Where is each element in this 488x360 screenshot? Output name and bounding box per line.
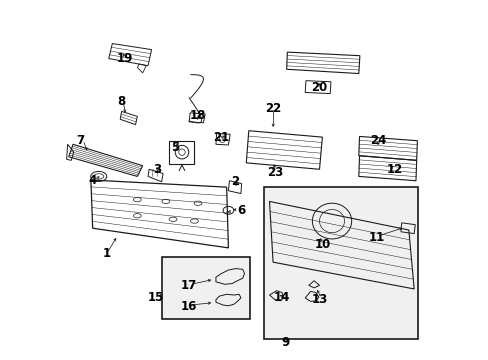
Text: 24: 24 xyxy=(369,134,386,147)
Text: 23: 23 xyxy=(266,166,283,179)
Text: 1: 1 xyxy=(102,247,111,260)
Text: 9: 9 xyxy=(281,336,289,349)
Bar xyxy=(162,257,249,319)
Text: 20: 20 xyxy=(311,81,327,94)
Bar xyxy=(264,187,417,339)
Text: 4: 4 xyxy=(88,174,97,186)
Text: 16: 16 xyxy=(181,300,197,312)
Text: 5: 5 xyxy=(170,141,179,154)
Text: 21: 21 xyxy=(213,131,229,144)
Text: 7: 7 xyxy=(76,134,84,147)
Text: 18: 18 xyxy=(189,109,206,122)
Text: 17: 17 xyxy=(181,279,197,292)
Text: 8: 8 xyxy=(117,95,125,108)
Text: 14: 14 xyxy=(273,291,289,305)
Text: 6: 6 xyxy=(236,204,244,217)
Text: 11: 11 xyxy=(368,231,384,244)
Text: 12: 12 xyxy=(386,163,402,176)
Text: 2: 2 xyxy=(231,175,239,188)
Text: 3: 3 xyxy=(153,163,161,176)
Text: 19: 19 xyxy=(117,52,133,65)
Text: 15: 15 xyxy=(148,291,164,304)
Text: 22: 22 xyxy=(264,102,281,115)
Text: 13: 13 xyxy=(311,293,327,306)
Text: 10: 10 xyxy=(314,238,330,251)
